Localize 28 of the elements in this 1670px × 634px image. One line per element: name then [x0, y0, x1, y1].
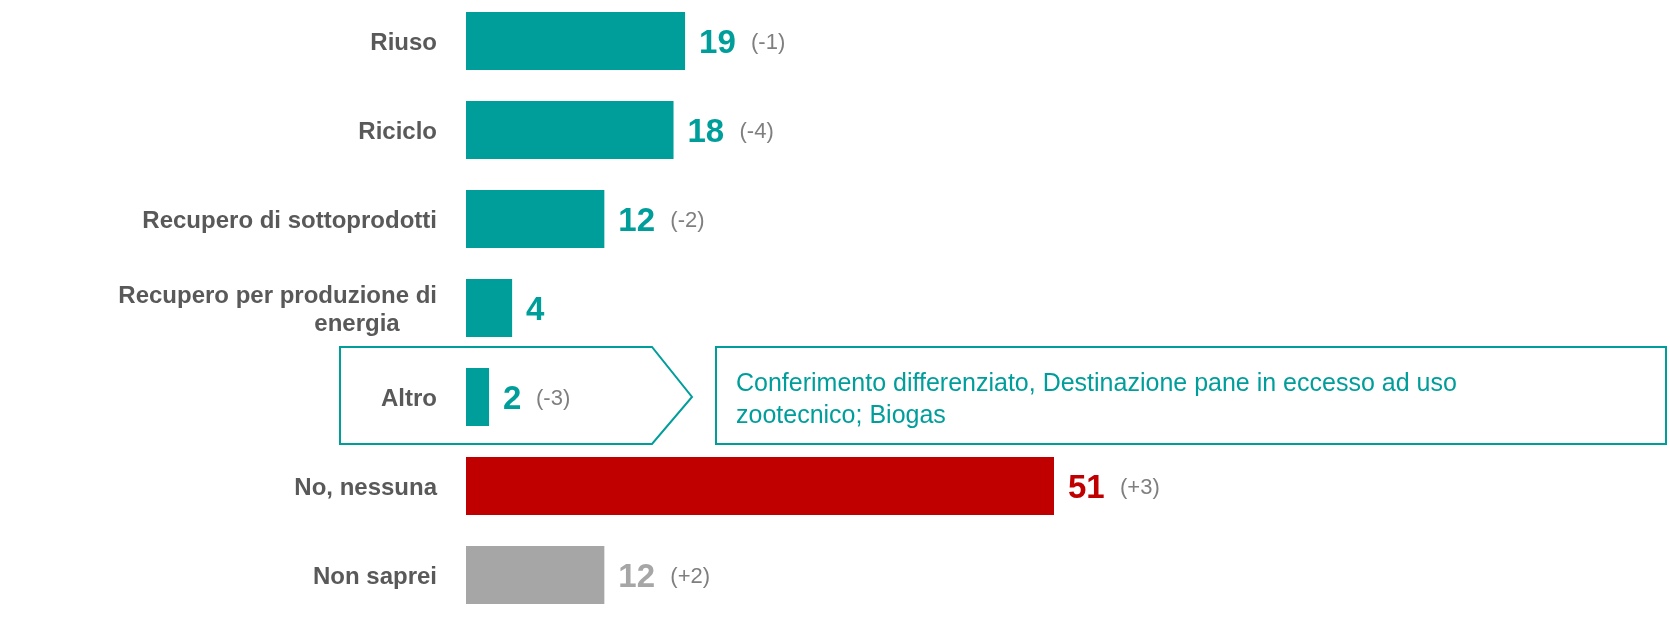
annotation: (-3) — [536, 384, 571, 410]
annotation: (+3) — [1120, 473, 1160, 499]
y-tick-label: Recupero per produzione di energia — [118, 280, 437, 336]
annotation: (+2) — [670, 562, 711, 588]
y-tick-label: Non saprei — [312, 561, 437, 589]
data-label: 2 — [503, 378, 522, 416]
bar — [466, 279, 513, 337]
annotation: (-2) — [670, 206, 705, 232]
y-tick-label: Riuso — [370, 27, 437, 55]
data-label: 19 — [699, 22, 736, 60]
annotation: (-4) — [739, 117, 774, 143]
bar — [466, 457, 1054, 515]
bar — [466, 190, 605, 248]
annotation: Conferimento differenziato, Destinazione pane in eccesso ad uso zootecnico; Biogas — [736, 368, 1457, 428]
bar — [466, 12, 686, 70]
data-label: 4 — [526, 289, 546, 327]
data-label: 51 — [1068, 467, 1105, 505]
bar — [466, 101, 674, 159]
annotation: (-1) — [751, 28, 786, 54]
data-label: 12 — [618, 200, 656, 238]
y-tick-label: Altro — [381, 383, 437, 411]
y-tick-label: Riciclo — [358, 116, 437, 144]
bar — [466, 368, 490, 426]
y-tick-label: Recupero di sottoprodotti — [142, 205, 437, 233]
data-label: 18 — [687, 111, 725, 149]
y-tick-label: No, nessuna — [294, 472, 438, 500]
bar — [466, 546, 605, 604]
data-label: 12 — [618, 556, 656, 594]
